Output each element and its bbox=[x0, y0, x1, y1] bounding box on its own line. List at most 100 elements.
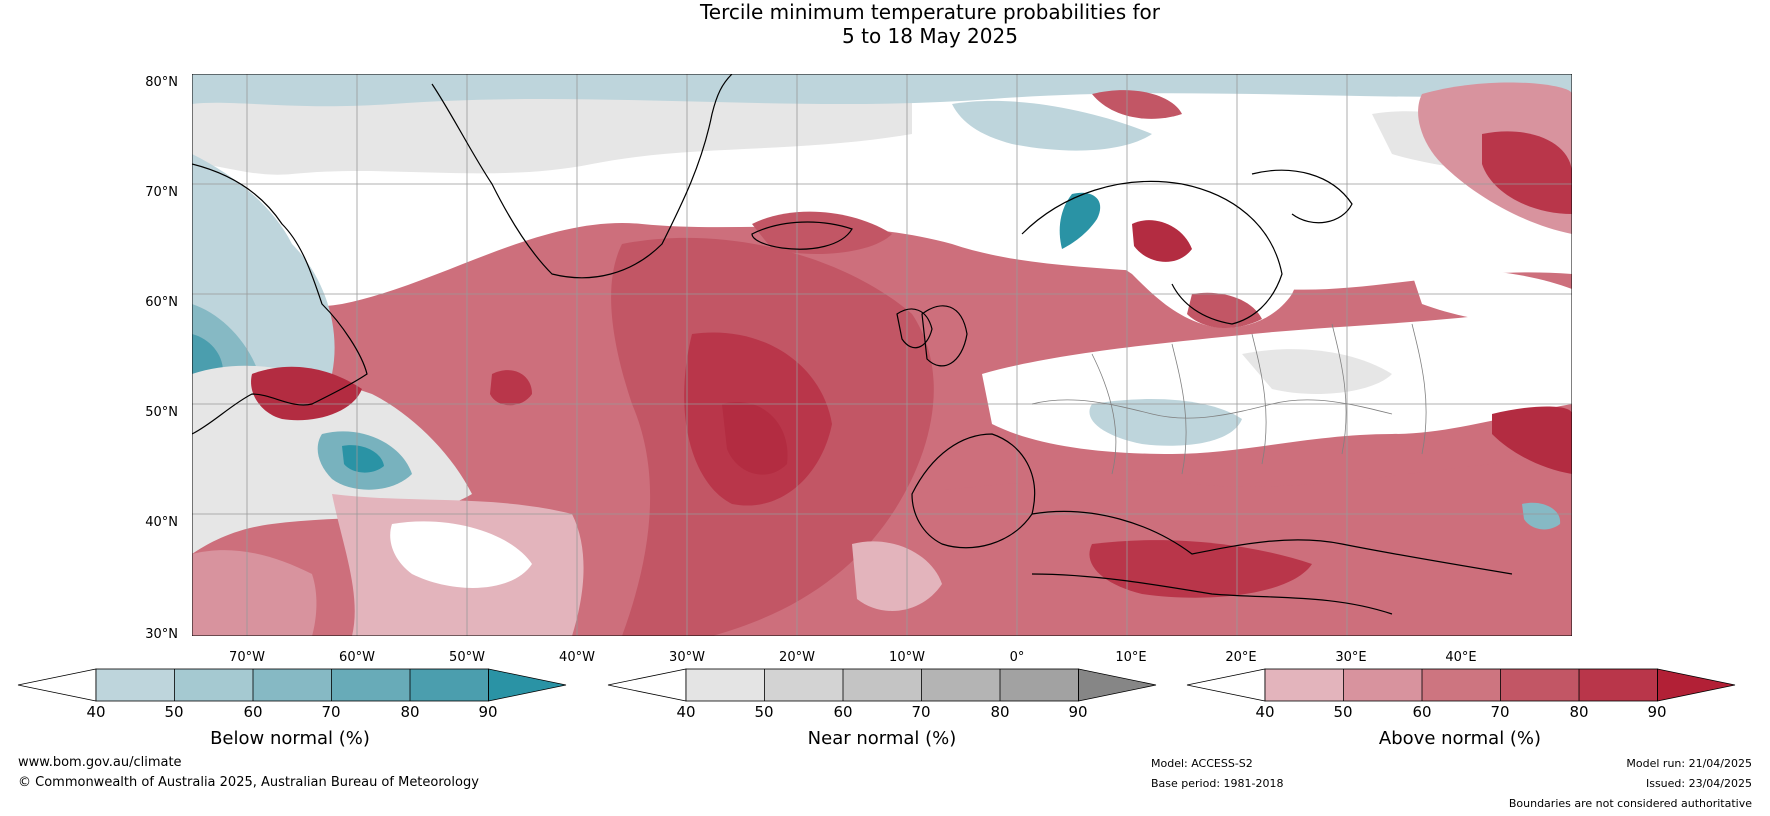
colorbar-near-upper-extension bbox=[1078, 668, 1157, 702]
colorbar-below-tick-90: 90 bbox=[478, 703, 498, 721]
lat-label-80n: 80°N bbox=[145, 75, 178, 90]
region-red-newfoundland bbox=[251, 366, 362, 421]
lon-label-30e: 30°E bbox=[1335, 650, 1367, 665]
colorbar-below-bin-60-70 bbox=[253, 669, 332, 701]
colorbar-near-bin-40-50 bbox=[686, 669, 765, 701]
probability-map bbox=[192, 74, 1572, 636]
lat-label-50n: 50°N bbox=[145, 405, 178, 420]
region-red-baltic bbox=[1187, 292, 1262, 329]
colorbar-above-svg bbox=[1186, 668, 1736, 702]
colorbar-below-tick-40: 40 bbox=[86, 703, 106, 721]
colorbar-below-bin-80-90 bbox=[410, 669, 489, 701]
region-blue-dark-gulf bbox=[342, 445, 384, 473]
graticule bbox=[192, 74, 1572, 636]
colorbar-below-dividers bbox=[174, 669, 411, 701]
colorbar-above-tick-60: 60 bbox=[1412, 703, 1432, 721]
colorbar-near-tick-90: 90 bbox=[1068, 703, 1088, 721]
map-title: Tercile minimum temperature probabilitie… bbox=[0, 0, 1770, 48]
region-white-sw bbox=[390, 521, 532, 588]
region-blue-caucasus bbox=[1522, 502, 1561, 530]
colorbar-near-bin-60-70 bbox=[843, 669, 922, 701]
colorbar-above-tick-40: 40 bbox=[1255, 703, 1275, 721]
map-canvas bbox=[192, 74, 1572, 636]
colorbar-above-tick-70: 70 bbox=[1490, 703, 1510, 721]
colorbar-above-label: Above normal (%) bbox=[1378, 728, 1542, 749]
colorbar-below-svg bbox=[17, 668, 567, 702]
lon-label-70w: 70°W bbox=[229, 650, 265, 665]
region-blue-arctic bbox=[192, 74, 1572, 107]
map-title-line2: 5 to 18 May 2025 bbox=[842, 24, 1018, 48]
colorbar-near-tick-40: 40 bbox=[676, 703, 696, 721]
coastlines bbox=[192, 74, 1513, 615]
region-iceland bbox=[752, 211, 892, 254]
lon-label-40e: 40°E bbox=[1445, 650, 1477, 665]
colorbar-below-tick-60: 60 bbox=[243, 703, 263, 721]
region-red-sargasso bbox=[192, 550, 317, 636]
colorbar-above-normal bbox=[1186, 668, 1736, 702]
colorbar-near-normal bbox=[607, 668, 1157, 702]
region-grey-east-europe bbox=[1242, 349, 1392, 394]
colorbar-near-tick-60: 60 bbox=[833, 703, 853, 721]
colorbar-above-bin-80-90 bbox=[1579, 669, 1658, 701]
colorbar-near-lower-extension bbox=[607, 668, 687, 702]
colorbar-above-lower-extension bbox=[1186, 668, 1266, 702]
lat-label-30n: 30°N bbox=[145, 627, 178, 642]
map-title-line1: Tercile minimum temperature probabilitie… bbox=[699, 0, 1161, 24]
colorbar-below-bin-40-50 bbox=[96, 669, 175, 701]
colorbar-below-bin-70-80 bbox=[331, 669, 410, 701]
colorbar-below-outline bbox=[95, 668, 489, 702]
colorbar-near-bin-80-90 bbox=[1000, 669, 1079, 701]
region-blue-central-europe bbox=[1089, 399, 1242, 446]
lon-label-30w: 30°W bbox=[669, 650, 705, 665]
region-lightred-canaries bbox=[852, 541, 942, 611]
lon-label-0: 0° bbox=[1009, 650, 1025, 665]
region-darkred-kara bbox=[1482, 131, 1572, 214]
colorbar-above-bin-60-70 bbox=[1422, 669, 1501, 701]
region-darkred-sweden bbox=[1132, 220, 1192, 262]
colorbar-below-label: Below normal (%) bbox=[210, 728, 370, 749]
colorbar-below-tick-80: 80 bbox=[400, 703, 420, 721]
region-red-svalbard bbox=[1092, 90, 1182, 119]
lat-label-60n: 60°N bbox=[145, 295, 178, 310]
lon-label-10e: 10°E bbox=[1115, 650, 1147, 665]
colorbar-above-dividers bbox=[1343, 669, 1580, 701]
region-blue-norway-coast bbox=[1059, 192, 1101, 249]
colorbar-below-tick-70: 70 bbox=[321, 703, 341, 721]
country-boundaries bbox=[1031, 323, 1427, 475]
colorbar-near-label: Near normal (%) bbox=[807, 728, 957, 749]
colorbar-near-svg bbox=[607, 668, 1157, 702]
colorbar-below-lower-extension bbox=[17, 668, 97, 702]
lat-label-40n: 40°N bbox=[145, 515, 178, 530]
colorbar-near-outline bbox=[685, 668, 1079, 702]
lon-label-20e: 20°E bbox=[1225, 650, 1257, 665]
colorbar-above-bin-40-50 bbox=[1265, 669, 1344, 701]
footer-model-run: Model run: 21/04/2025 bbox=[1626, 757, 1752, 770]
colorbar-above-bin-50-60 bbox=[1343, 669, 1422, 701]
region-blue-greenland-sea bbox=[952, 100, 1152, 151]
colorbar-below-bin-50-60 bbox=[174, 669, 253, 701]
lon-label-40w: 40°W bbox=[559, 650, 595, 665]
colorbar-above-tick-90: 90 bbox=[1647, 703, 1667, 721]
region-white-russia bbox=[1412, 269, 1572, 326]
lat-label-70n: 70°N bbox=[145, 185, 178, 200]
colorbar-near-bin-70-80 bbox=[921, 669, 1000, 701]
colorbar-above-bin-70-80 bbox=[1500, 669, 1579, 701]
lon-label-50w: 50°W bbox=[449, 650, 485, 665]
colorbar-below-upper-extension bbox=[488, 668, 567, 702]
lon-label-10w: 10°W bbox=[889, 650, 925, 665]
footer-base-period: Base period: 1981-2018 bbox=[1151, 777, 1284, 790]
colorbar-above-tick-80: 80 bbox=[1569, 703, 1589, 721]
colorbar-near-tick-80: 80 bbox=[990, 703, 1010, 721]
region-darkred-core bbox=[722, 402, 788, 475]
colorbar-above-tick-50: 50 bbox=[1333, 703, 1353, 721]
colorbar-near-bin-50-60 bbox=[764, 669, 843, 701]
colorbar-below-normal bbox=[17, 668, 567, 702]
colorbar-near-tick-70: 70 bbox=[911, 703, 931, 721]
lon-label-20w: 20°W bbox=[779, 650, 815, 665]
footer-website: www.bom.gov.au/climate bbox=[18, 755, 182, 770]
footer-model: Model: ACCESS-S2 bbox=[1151, 757, 1253, 770]
lon-label-60w: 60°W bbox=[339, 650, 375, 665]
footer-copyright: © Commonwealth of Australia 2025, Austra… bbox=[18, 775, 479, 790]
region-darkred-caspian bbox=[1492, 406, 1572, 474]
region-red-grand-banks bbox=[490, 370, 532, 406]
